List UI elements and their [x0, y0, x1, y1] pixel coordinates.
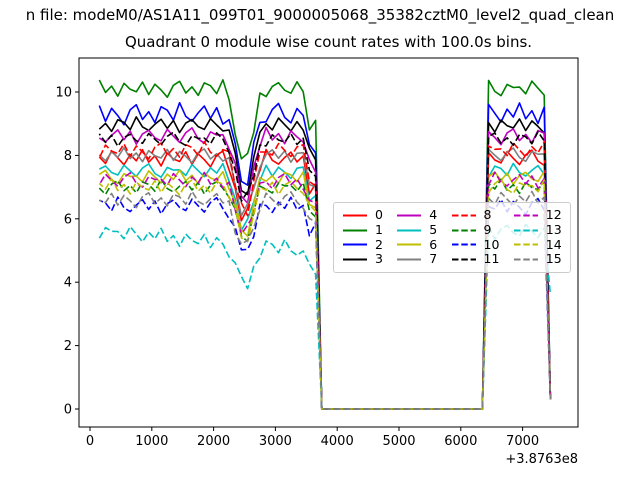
legend-label: 4 — [429, 207, 438, 223]
legend-line-sample — [343, 229, 367, 232]
chart-title: Quadrant 0 module wise count rates with … — [124, 33, 533, 51]
legend-label: 14 — [545, 236, 562, 252]
y-tick-label: 4 — [64, 276, 72, 291]
x-tick-label: 0 — [86, 434, 94, 449]
legend-entry-15: 15 — [513, 252, 562, 267]
y-tick-label: 6 — [64, 212, 72, 227]
series-line-15 — [99, 190, 552, 410]
legend-line-sample — [343, 258, 367, 261]
x-tick-label: 5000 — [382, 434, 415, 449]
legend-entry-8: 8 — [451, 208, 500, 223]
legend-label: 3 — [375, 251, 383, 267]
legend-entry-3: 3 — [342, 252, 383, 267]
legend-line-sample — [513, 258, 538, 261]
legend-label: 9 — [483, 221, 492, 237]
x-tick-label: 4000 — [321, 434, 354, 449]
legend-label: 10 — [483, 236, 500, 252]
legend-label: 11 — [483, 251, 500, 267]
y-tick-label: 8 — [64, 149, 72, 164]
legend-line-sample — [343, 243, 367, 246]
legend-entry-0: 0 — [342, 208, 383, 223]
legend-label: 12 — [545, 207, 562, 223]
legend-entry-1: 1 — [342, 223, 383, 238]
legend-label: 6 — [429, 236, 438, 252]
x-axis-offset-label: +3.8763e8 — [505, 452, 578, 467]
y-tick-label: 0 — [64, 403, 72, 418]
legend-line-sample — [397, 243, 422, 246]
legend-label: 13 — [545, 221, 562, 237]
legend-entry-12: 12 — [513, 208, 562, 223]
legend-entry-2: 2 — [342, 238, 383, 253]
series-line-13 — [98, 223, 552, 410]
legend-line-sample — [513, 243, 538, 246]
x-tick-label: 2000 — [197, 434, 230, 449]
legend-entry-11: 11 — [451, 252, 500, 267]
legend-line-sample — [451, 258, 476, 261]
legend-entry-4: 4 — [396, 208, 437, 223]
y-tick-label: 10 — [55, 86, 72, 101]
legend: 0 1 2 3 4 5 6 7 8 9 10 11 12 13 14 15 — [333, 202, 571, 273]
legend-line-sample — [397, 229, 422, 232]
legend-entry-13: 13 — [513, 223, 562, 238]
legend-line-sample — [451, 214, 476, 217]
legend-line-sample — [343, 214, 367, 217]
legend-entry-10: 10 — [451, 238, 500, 253]
legend-label: 5 — [429, 221, 438, 237]
legend-entry-9: 9 — [451, 223, 500, 238]
x-tick-label: 7000 — [506, 434, 539, 449]
x-tick-label: 3000 — [259, 434, 292, 449]
legend-label: 7 — [429, 251, 438, 267]
legend-label: 1 — [375, 221, 383, 237]
legend-line-sample — [451, 229, 476, 232]
legend-label: 15 — [545, 251, 562, 267]
legend-label: 8 — [483, 207, 492, 223]
legend-line-sample — [513, 214, 538, 217]
legend-line-sample — [451, 243, 476, 246]
axes-frame — [78, 57, 579, 428]
legend-label: 2 — [375, 236, 383, 252]
legend-entry-14: 14 — [513, 238, 562, 253]
legend-entry-5: 5 — [396, 223, 437, 238]
legend-label: 0 — [375, 207, 383, 223]
file-path-text: n file: modeM0/AS1A11_099T01_9000005068_… — [25, 6, 615, 24]
x-tick-label: 1000 — [135, 434, 168, 449]
y-tick-label: 2 — [64, 339, 72, 354]
legend-entry-7: 7 — [396, 252, 437, 267]
legend-line-sample — [513, 229, 538, 232]
legend-line-sample — [397, 258, 422, 261]
series-line-12 — [98, 171, 552, 410]
legend-line-sample — [397, 214, 422, 217]
x-tick-label: 6000 — [444, 434, 477, 449]
legend-entry-6: 6 — [396, 238, 437, 253]
